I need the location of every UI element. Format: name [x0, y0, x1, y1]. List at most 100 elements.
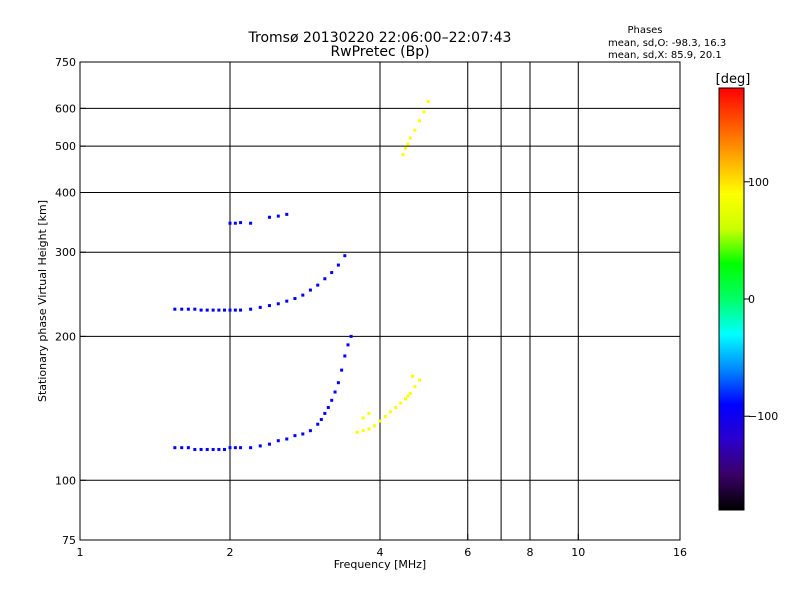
data-point: [422, 110, 426, 114]
data-point: [228, 446, 232, 450]
data-point: [316, 422, 320, 426]
data-point: [323, 411, 327, 415]
x-tick-label: 8: [527, 546, 534, 559]
colorbar-label: [deg]: [716, 72, 751, 87]
data-point: [180, 307, 184, 311]
x-tick-label: 2: [227, 546, 234, 559]
y-tick-label: 300: [55, 246, 76, 259]
data-point: [323, 277, 327, 281]
data-point: [373, 424, 377, 428]
data-points: [173, 100, 430, 451]
y-tick-label: 75: [62, 534, 76, 547]
data-point: [293, 434, 297, 438]
data-point: [258, 444, 262, 448]
x-tick-label: 16: [673, 546, 687, 559]
data-point: [403, 397, 407, 401]
data-point: [406, 394, 410, 398]
data-point: [186, 446, 190, 450]
data-point: [267, 215, 271, 219]
data-point: [239, 221, 243, 225]
colorbar-ticks: 100 0 −100: [744, 176, 778, 423]
y-tick-label: 750: [55, 56, 76, 69]
x-tick-label: 10: [571, 546, 585, 559]
data-point: [383, 414, 387, 418]
grid-lines: [80, 62, 680, 540]
data-point: [233, 446, 237, 450]
x-tick-label: 6: [464, 546, 471, 559]
data-point: [361, 429, 365, 433]
x-tick-label: 1: [77, 546, 84, 559]
data-point: [173, 446, 177, 450]
data-point: [285, 212, 289, 216]
data-point: [228, 221, 232, 225]
data-point: [205, 447, 209, 451]
data-point: [301, 293, 305, 297]
data-point: [401, 153, 405, 157]
data-point: [193, 307, 197, 311]
data-point: [199, 447, 203, 451]
colorbar-tick-label: 100: [748, 176, 769, 189]
data-point: [193, 447, 197, 451]
data-point: [367, 427, 371, 431]
data-point: [333, 390, 337, 394]
data-point: [217, 447, 221, 451]
phase-info-o: mean, sd,O: -98.3, 16.3: [608, 38, 726, 49]
colorbar: [718, 87, 745, 511]
data-point: [336, 263, 340, 267]
y-tick-label: 500: [55, 140, 76, 153]
phase-info-heading: Phases: [627, 25, 662, 36]
data-point: [223, 308, 227, 312]
data-point: [330, 271, 334, 275]
data-point: [211, 447, 215, 451]
data-point: [249, 446, 253, 450]
data-point: [340, 368, 344, 372]
data-point: [276, 302, 280, 306]
data-point: [367, 411, 371, 415]
data-point: [411, 374, 415, 378]
colorbar-tick-label: −100: [748, 410, 778, 423]
data-point: [211, 308, 215, 312]
data-point: [346, 343, 350, 347]
data-point: [239, 446, 243, 450]
data-point: [349, 334, 353, 338]
data-point: [233, 221, 237, 225]
data-point: [361, 416, 365, 420]
data-point: [326, 405, 330, 409]
chart-title: Tromsø 20130220 22:06:00–22:07:43: [248, 30, 512, 46]
data-point: [406, 142, 410, 146]
data-point: [417, 119, 421, 123]
data-point: [186, 307, 190, 311]
data-point: [336, 381, 340, 385]
data-point: [173, 307, 177, 311]
y-axis-label: Stationary phase Virtual Height [km]: [36, 200, 49, 402]
y-tick-label: 100: [55, 474, 76, 487]
data-point: [205, 308, 209, 312]
data-point: [199, 308, 203, 312]
data-point: [285, 299, 289, 303]
x-tick-label: 4: [377, 546, 384, 559]
data-point: [228, 308, 232, 312]
data-point: [319, 418, 323, 422]
data-point: [276, 214, 280, 218]
data-point: [301, 432, 305, 436]
data-point: [417, 378, 421, 382]
data-point: [239, 308, 243, 312]
axis-ticks: 1 2 4 6 8 10 16 75 100 200 300 400 500 600 750: [55, 56, 687, 559]
data-point: [408, 136, 412, 140]
data-point: [285, 437, 289, 441]
data-point: [217, 308, 221, 312]
data-point: [399, 401, 403, 405]
y-tick-label: 200: [55, 330, 76, 343]
data-point: [403, 146, 407, 150]
data-point: [394, 405, 398, 409]
chart-subtitle: RwPretec (Bp): [330, 44, 429, 60]
y-tick-label: 600: [55, 102, 76, 115]
data-point: [233, 308, 237, 312]
data-point: [408, 391, 412, 395]
data-point: [378, 419, 382, 423]
data-point: [330, 398, 334, 402]
y-tick-label: 400: [55, 186, 76, 199]
data-point: [258, 305, 262, 309]
data-point: [293, 297, 297, 301]
phase-info-x: mean, sd,X: 85.9, 20.1: [608, 50, 722, 61]
